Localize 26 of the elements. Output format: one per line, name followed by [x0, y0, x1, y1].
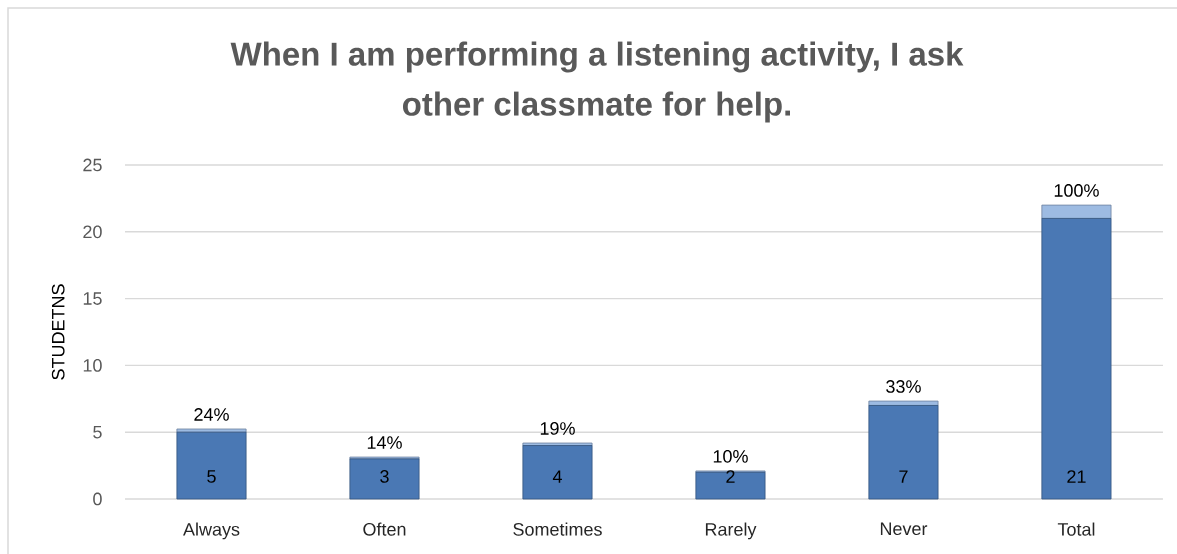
y-tick-label: 20	[83, 225, 102, 239]
data-label: 33%	[886, 380, 921, 393]
data-label: 7	[899, 470, 908, 483]
chart-title: When I am performing a listening activity, I ask other classmate for help.	[230, 41, 964, 123]
data-label: 19%	[540, 422, 575, 435]
data-label: 5	[207, 470, 216, 483]
x-tick-label: Total	[1057, 522, 1095, 536]
data-label: 10%	[713, 449, 748, 463]
x-tick-label: Never	[880, 522, 928, 536]
data-label: 3	[380, 470, 389, 483]
data-label: 4	[552, 470, 562, 483]
x-tick-label: Sometimes	[513, 522, 602, 536]
y-axis-title: STUDETNS	[51, 284, 65, 380]
data-label: 24%	[194, 408, 229, 421]
data-label: 2	[726, 470, 735, 483]
y-tick-label: 15	[83, 292, 102, 305]
x-tick-label: Often	[363, 522, 406, 536]
y-tick-label: 10	[83, 359, 102, 372]
data-label: 100%	[1054, 184, 1099, 197]
x-tick-label: Always	[183, 522, 240, 540]
data-label: 21	[1067, 470, 1086, 483]
y-tick-label: 25	[83, 158, 102, 172]
y-tick-label: 5	[93, 425, 102, 439]
y-tick-label: 0	[93, 492, 102, 506]
x-tick-label: Rarely	[705, 522, 757, 540]
data-label: 14%	[367, 436, 402, 449]
